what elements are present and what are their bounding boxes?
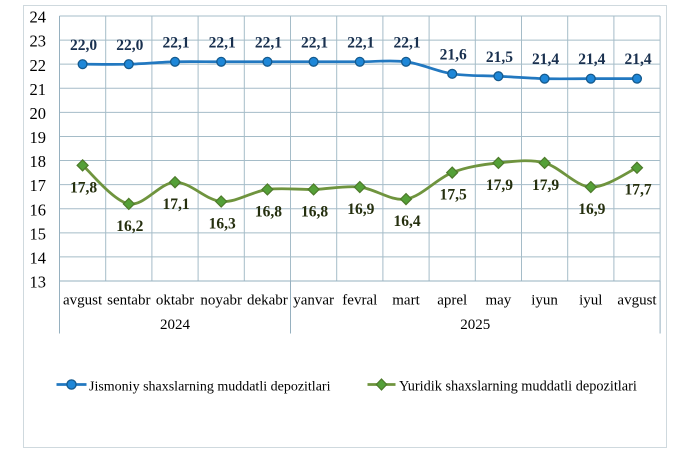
svg-text:21,4: 21,4 [578,51,605,68]
svg-text:22: 22 [30,56,47,75]
svg-text:17,9: 17,9 [532,177,559,194]
svg-text:17: 17 [30,176,47,195]
svg-text:yanvar: yanvar [293,293,334,309]
svg-text:noyabr: noyabr [200,293,242,309]
svg-text:16,2: 16,2 [116,218,143,235]
svg-text:17,9: 17,9 [486,177,513,194]
svg-text:iyun: iyun [531,293,558,309]
svg-text:sentabr: sentabr [107,293,150,309]
svg-text:21,5: 21,5 [486,49,513,66]
svg-text:13: 13 [30,273,47,292]
svg-text:oktabr: oktabr [156,293,194,309]
svg-text:15: 15 [30,224,47,243]
svg-text:16,3: 16,3 [209,215,236,232]
svg-text:16,9: 16,9 [347,201,374,218]
svg-text:22,1: 22,1 [255,34,282,51]
svg-text:16: 16 [30,200,47,219]
svg-text:22,1: 22,1 [393,34,420,51]
svg-text:22,0: 22,0 [70,37,97,54]
svg-text:24: 24 [30,8,47,27]
svg-text:23: 23 [30,32,47,51]
svg-text:mart: mart [392,293,420,309]
svg-text:avgust: avgust [63,293,103,309]
svg-text:22,0: 22,0 [116,37,143,54]
svg-text:aprel: aprel [437,293,467,309]
svg-text:21,6: 21,6 [440,46,467,63]
svg-text:Yuridik shaxslarning muddatli: Yuridik shaxslarning muddatli depozitlar… [399,379,637,395]
svg-text:16,4: 16,4 [393,213,420,230]
svg-text:16,8: 16,8 [255,203,282,220]
svg-text:22,1: 22,1 [301,34,328,51]
svg-text:22,1: 22,1 [162,34,189,51]
svg-text:22,1: 22,1 [347,34,374,51]
svg-text:2025: 2025 [460,317,490,333]
svg-text:17,8: 17,8 [70,179,97,196]
svg-text:21: 21 [30,80,47,99]
svg-text:19: 19 [30,128,47,147]
svg-text:17,1: 17,1 [162,196,189,213]
svg-text:21,4: 21,4 [624,51,651,68]
svg-text:iyul: iyul [579,293,602,309]
svg-text:dekabr: dekabr [247,293,288,309]
svg-text:2024: 2024 [160,317,191,333]
svg-text:avgust: avgust [617,293,657,309]
svg-text:16,9: 16,9 [578,201,605,218]
svg-text:17,7: 17,7 [624,182,651,199]
svg-text:14: 14 [30,249,47,268]
svg-text:17,5: 17,5 [440,186,467,203]
svg-text:20: 20 [30,104,47,123]
svg-text:fevral: fevral [342,293,377,309]
svg-text:may: may [485,293,511,309]
svg-text:Jismoniy shaxslarning muddatli: Jismoniy shaxslarning muddatli depozitla… [89,380,331,395]
svg-text:16,8: 16,8 [301,203,328,220]
svg-text:18: 18 [30,152,47,171]
svg-text:21,4: 21,4 [532,51,559,68]
svg-text:22,1: 22,1 [209,34,236,51]
